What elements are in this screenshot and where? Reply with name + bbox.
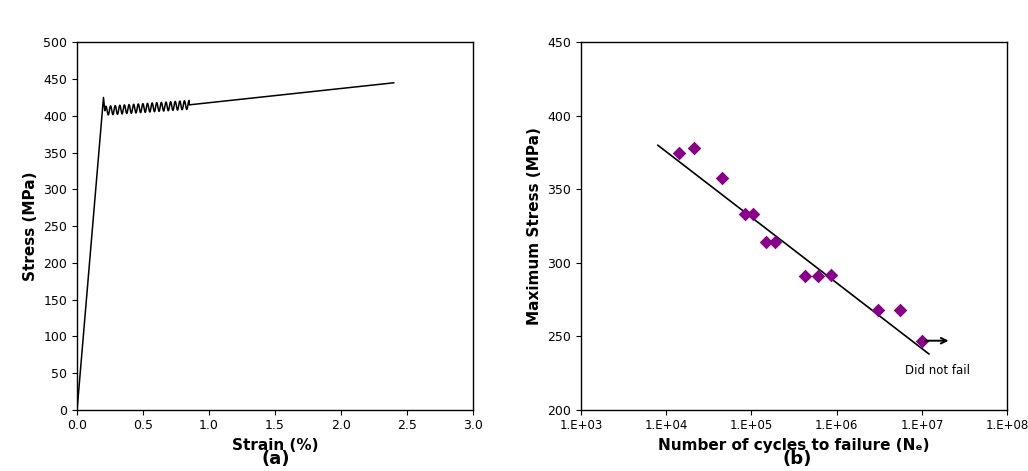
Point <box>767 238 783 246</box>
Text: (a): (a) <box>261 450 290 468</box>
X-axis label: Number of cycles to failure (Nₑ): Number of cycles to failure (Nₑ) <box>658 438 930 453</box>
Y-axis label: Maximum Stress (MPa): Maximum Stress (MPa) <box>526 127 542 325</box>
Point <box>759 238 775 246</box>
Point <box>870 306 886 314</box>
Text: (b): (b) <box>782 450 811 468</box>
Point <box>737 211 754 218</box>
Y-axis label: Stress (MPa): Stress (MPa) <box>23 171 38 281</box>
Point <box>914 337 930 344</box>
Point <box>891 306 908 314</box>
Point <box>797 272 813 280</box>
Point <box>670 149 687 156</box>
Point <box>686 145 702 152</box>
Text: Did not fail: Did not fail <box>905 364 969 377</box>
X-axis label: Strain (%): Strain (%) <box>231 438 319 453</box>
Point <box>810 272 827 280</box>
Point <box>822 271 839 278</box>
Point <box>745 211 762 218</box>
Point <box>713 174 730 181</box>
